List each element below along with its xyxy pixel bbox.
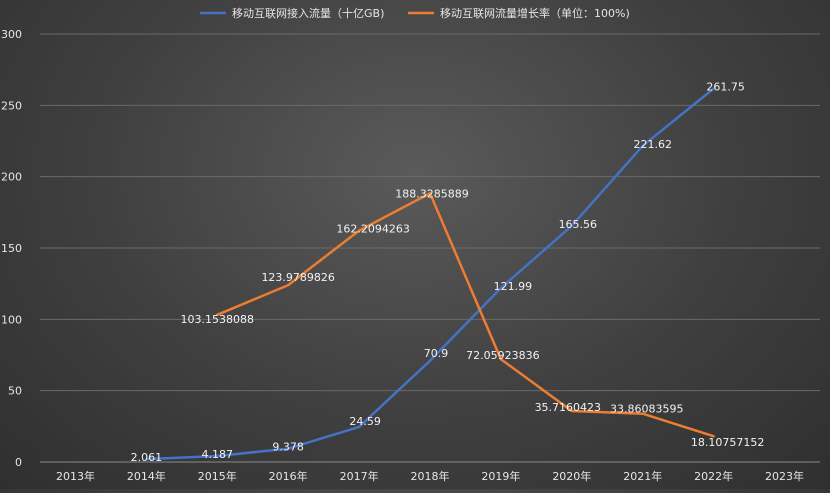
data-label: 33.86083595	[610, 403, 683, 416]
y-tick-label: 50	[8, 385, 22, 398]
y-tick-label: 200	[1, 171, 22, 184]
x-tick-label: 2020年	[552, 469, 591, 483]
x-tick-label: 2017年	[340, 469, 379, 483]
x-tick-label: 2023年	[765, 469, 804, 483]
data-label: 103.1538088	[181, 313, 254, 326]
data-label: 18.10757152	[691, 436, 764, 449]
y-tick-label: 150	[1, 242, 22, 255]
data-label: 35.7160423	[535, 401, 601, 414]
y-tick-label: 100	[1, 313, 22, 326]
x-tick-label: 2019年	[481, 469, 520, 483]
legend-label-2: 移动互联网流量增长率（单位：100%)	[440, 6, 630, 20]
y-tick-label: 250	[1, 99, 22, 112]
x-tick-label: 2015年	[198, 469, 237, 483]
data-label: 123.9789826	[261, 271, 334, 284]
x-tick-label: 2016年	[269, 469, 308, 483]
data-label: 70.9	[424, 347, 449, 360]
data-label: 2.061	[131, 451, 163, 464]
data-label: 162.2094263	[336, 223, 409, 236]
data-label: 261.75	[706, 81, 745, 94]
series-line-1	[145, 87, 715, 461]
x-tick-label: 2022年	[694, 469, 733, 483]
x-tick-label: 2014年	[127, 469, 166, 483]
data-label: 121.99	[494, 280, 533, 293]
data-label: 221.62	[633, 138, 672, 151]
data-label: 4.187	[202, 448, 234, 461]
data-label: 9.378	[272, 441, 304, 454]
y-tick-label: 300	[1, 28, 22, 41]
data-label: 165.56	[559, 218, 598, 231]
series-line-2	[216, 192, 715, 438]
legend-label-1: 移动互联网接入流量（十亿GB)	[232, 6, 384, 20]
x-tick-label: 2013年	[56, 469, 95, 483]
x-tick-label: 2018年	[411, 469, 450, 483]
x-tick-label: 2021年	[623, 469, 662, 483]
data-label: 72.05923836	[466, 349, 539, 362]
data-label: 188.3285889	[395, 187, 468, 200]
y-tick-label: 0	[15, 456, 22, 469]
data-label: 24.59	[349, 415, 381, 428]
